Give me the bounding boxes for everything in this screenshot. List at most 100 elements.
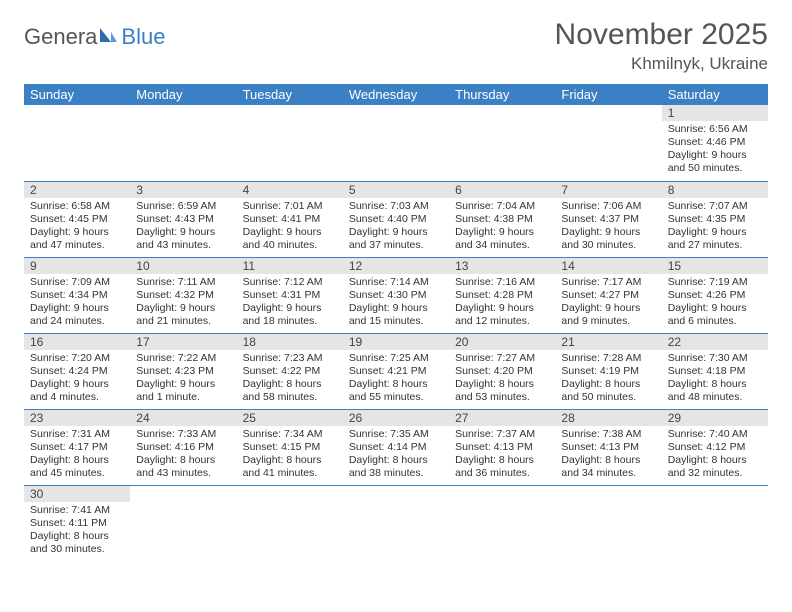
day-details: Sunrise: 7:06 AMSunset: 4:37 PMDaylight:… [555,198,661,257]
calendar-week-row: 30Sunrise: 7:41 AMSunset: 4:11 PMDayligh… [24,485,768,561]
calendar-day-cell: 14Sunrise: 7:17 AMSunset: 4:27 PMDayligh… [555,257,661,333]
day-number: 29 [662,410,768,426]
weekday-header: Sunday [24,84,130,105]
calendar-day-cell [237,105,343,181]
day-number: 8 [662,182,768,198]
day-details: Sunrise: 7:30 AMSunset: 4:18 PMDaylight:… [662,350,768,409]
calendar-day-cell: 4Sunrise: 7:01 AMSunset: 4:41 PMDaylight… [237,181,343,257]
calendar-day-cell: 18Sunrise: 7:23 AMSunset: 4:22 PMDayligh… [237,333,343,409]
day-details: Sunrise: 7:09 AMSunset: 4:34 PMDaylight:… [24,274,130,333]
month-title: November 2025 [555,18,768,52]
calendar-week-row: 2Sunrise: 6:58 AMSunset: 4:45 PMDaylight… [24,181,768,257]
calendar-day-cell: 30Sunrise: 7:41 AMSunset: 4:11 PMDayligh… [24,485,130,561]
day-number: 6 [449,182,555,198]
day-number: 18 [237,334,343,350]
logo-text-2: Blue [121,24,165,50]
calendar-day-cell [449,105,555,181]
calendar-week-row: 9Sunrise: 7:09 AMSunset: 4:34 PMDaylight… [24,257,768,333]
day-details: Sunrise: 7:37 AMSunset: 4:13 PMDaylight:… [449,426,555,485]
day-number: 22 [662,334,768,350]
day-number: 30 [24,486,130,502]
calendar-day-cell: 25Sunrise: 7:34 AMSunset: 4:15 PMDayligh… [237,409,343,485]
header: Genera Blue November 2025 Khmilnyk, Ukra… [24,18,768,74]
day-details: Sunrise: 6:56 AMSunset: 4:46 PMDaylight:… [662,121,768,180]
calendar-day-cell: 29Sunrise: 7:40 AMSunset: 4:12 PMDayligh… [662,409,768,485]
day-number: 28 [555,410,661,426]
calendar-body: 1Sunrise: 6:56 AMSunset: 4:46 PMDaylight… [24,105,768,561]
day-details: Sunrise: 7:25 AMSunset: 4:21 PMDaylight:… [343,350,449,409]
day-number: 24 [130,410,236,426]
day-details: Sunrise: 7:22 AMSunset: 4:23 PMDaylight:… [130,350,236,409]
day-details: Sunrise: 7:35 AMSunset: 4:14 PMDaylight:… [343,426,449,485]
day-number: 5 [343,182,449,198]
day-details: Sunrise: 7:41 AMSunset: 4:11 PMDaylight:… [24,502,130,561]
day-number: 4 [237,182,343,198]
calendar-day-cell [555,105,661,181]
day-number: 17 [130,334,236,350]
calendar-day-cell [662,485,768,561]
day-number: 19 [343,334,449,350]
day-number: 27 [449,410,555,426]
calendar-day-cell: 22Sunrise: 7:30 AMSunset: 4:18 PMDayligh… [662,333,768,409]
day-details: Sunrise: 7:03 AMSunset: 4:40 PMDaylight:… [343,198,449,257]
day-details: Sunrise: 7:12 AMSunset: 4:31 PMDaylight:… [237,274,343,333]
day-details: Sunrise: 7:33 AMSunset: 4:16 PMDaylight:… [130,426,236,485]
day-details: Sunrise: 7:31 AMSunset: 4:17 PMDaylight:… [24,426,130,485]
calendar-day-cell: 17Sunrise: 7:22 AMSunset: 4:23 PMDayligh… [130,333,236,409]
logo: Genera Blue [24,18,165,50]
calendar-header-row: SundayMondayTuesdayWednesdayThursdayFrid… [24,84,768,105]
calendar-day-cell: 26Sunrise: 7:35 AMSunset: 4:14 PMDayligh… [343,409,449,485]
calendar-day-cell: 21Sunrise: 7:28 AMSunset: 4:19 PMDayligh… [555,333,661,409]
day-details: Sunrise: 7:16 AMSunset: 4:28 PMDaylight:… [449,274,555,333]
day-number: 21 [555,334,661,350]
day-details: Sunrise: 7:23 AMSunset: 4:22 PMDaylight:… [237,350,343,409]
day-details: Sunrise: 7:07 AMSunset: 4:35 PMDaylight:… [662,198,768,257]
calendar-day-cell [237,485,343,561]
day-details: Sunrise: 7:17 AMSunset: 4:27 PMDaylight:… [555,274,661,333]
calendar-day-cell: 19Sunrise: 7:25 AMSunset: 4:21 PMDayligh… [343,333,449,409]
day-number: 2 [24,182,130,198]
day-details: Sunrise: 7:38 AMSunset: 4:13 PMDaylight:… [555,426,661,485]
day-number: 9 [24,258,130,274]
day-number: 15 [662,258,768,274]
logo-sail-icon [98,24,118,50]
calendar-day-cell: 12Sunrise: 7:14 AMSunset: 4:30 PMDayligh… [343,257,449,333]
day-details: Sunrise: 7:28 AMSunset: 4:19 PMDaylight:… [555,350,661,409]
calendar-day-cell [343,485,449,561]
calendar-day-cell: 28Sunrise: 7:38 AMSunset: 4:13 PMDayligh… [555,409,661,485]
day-details: Sunrise: 7:01 AMSunset: 4:41 PMDaylight:… [237,198,343,257]
calendar-day-cell [130,105,236,181]
day-details: Sunrise: 7:04 AMSunset: 4:38 PMDaylight:… [449,198,555,257]
day-details: Sunrise: 7:11 AMSunset: 4:32 PMDaylight:… [130,274,236,333]
day-number: 10 [130,258,236,274]
calendar-day-cell [24,105,130,181]
calendar-day-cell [130,485,236,561]
day-details: Sunrise: 7:19 AMSunset: 4:26 PMDaylight:… [662,274,768,333]
logo-text-1: Genera [24,24,97,50]
calendar-day-cell: 8Sunrise: 7:07 AMSunset: 4:35 PMDaylight… [662,181,768,257]
day-number: 14 [555,258,661,274]
day-details: Sunrise: 6:58 AMSunset: 4:45 PMDaylight:… [24,198,130,257]
calendar-week-row: 16Sunrise: 7:20 AMSunset: 4:24 PMDayligh… [24,333,768,409]
weekday-header: Tuesday [237,84,343,105]
day-details: Sunrise: 6:59 AMSunset: 4:43 PMDaylight:… [130,198,236,257]
calendar-day-cell: 15Sunrise: 7:19 AMSunset: 4:26 PMDayligh… [662,257,768,333]
day-details: Sunrise: 7:27 AMSunset: 4:20 PMDaylight:… [449,350,555,409]
day-number: 16 [24,334,130,350]
calendar-day-cell: 3Sunrise: 6:59 AMSunset: 4:43 PMDaylight… [130,181,236,257]
day-number: 13 [449,258,555,274]
calendar-day-cell: 16Sunrise: 7:20 AMSunset: 4:24 PMDayligh… [24,333,130,409]
day-number: 26 [343,410,449,426]
calendar-day-cell: 11Sunrise: 7:12 AMSunset: 4:31 PMDayligh… [237,257,343,333]
calendar-week-row: 1Sunrise: 6:56 AMSunset: 4:46 PMDaylight… [24,105,768,181]
day-details: Sunrise: 7:14 AMSunset: 4:30 PMDaylight:… [343,274,449,333]
calendar-day-cell: 5Sunrise: 7:03 AMSunset: 4:40 PMDaylight… [343,181,449,257]
calendar-day-cell [555,485,661,561]
calendar-day-cell [343,105,449,181]
calendar-day-cell [449,485,555,561]
day-details: Sunrise: 7:40 AMSunset: 4:12 PMDaylight:… [662,426,768,485]
calendar-day-cell: 2Sunrise: 6:58 AMSunset: 4:45 PMDaylight… [24,181,130,257]
calendar-table: SundayMondayTuesdayWednesdayThursdayFrid… [24,84,768,561]
calendar-day-cell: 10Sunrise: 7:11 AMSunset: 4:32 PMDayligh… [130,257,236,333]
day-number: 23 [24,410,130,426]
